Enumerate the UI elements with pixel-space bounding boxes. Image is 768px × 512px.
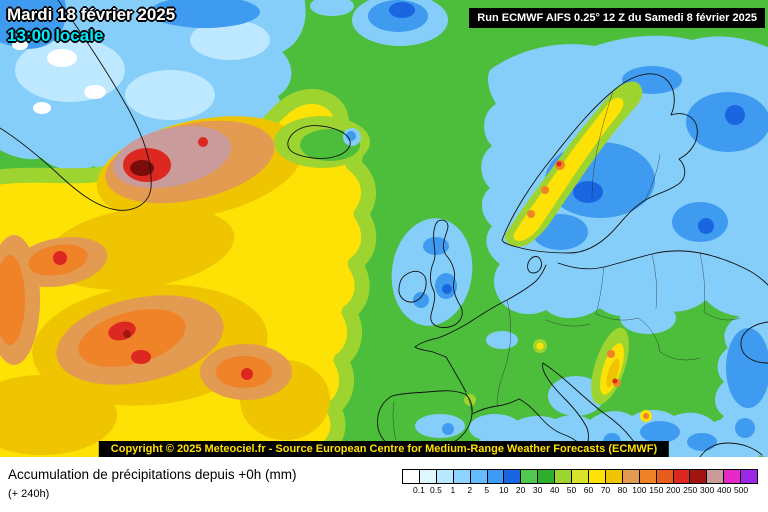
legend-tick: 10: [498, 485, 509, 495]
valid-time: 13:00 locale: [7, 26, 104, 46]
legend-color-segment: [470, 470, 488, 483]
legend-tick: 300: [700, 485, 715, 495]
legend-color-segment: [572, 470, 589, 483]
legend-tick: 150: [649, 485, 664, 495]
legend-color-segment: [707, 470, 725, 483]
legend-tick: 70: [600, 485, 611, 495]
legend-tick-labels: 0.1 0.5 1 2 5 10 20 30 40 50 60 70 80 100 150 200 250 300…: [402, 484, 758, 495]
legend-color-segment: [588, 470, 606, 483]
legend-tick: 2: [467, 485, 473, 495]
legend-tick: 30: [532, 485, 543, 495]
legend-color-segment: [538, 470, 556, 483]
legend-tick: 50: [566, 485, 577, 495]
legend-tick: 0.1: [413, 485, 425, 495]
legend-tick: 500: [733, 485, 749, 495]
legend-tick: 1: [450, 485, 456, 495]
legend-color-segment: [453, 470, 471, 483]
weather-map: [0, 0, 768, 457]
legend-color-segment: [724, 470, 742, 483]
legend-tick: 0.5: [429, 485, 442, 495]
legend-color-segment: [656, 470, 674, 483]
legend-tick: 250: [683, 485, 698, 495]
legend-tick: 40: [549, 485, 560, 495]
legend-tick: 20: [515, 485, 526, 495]
legend-tick: 5: [484, 485, 490, 495]
legend-tick: 60: [583, 485, 594, 495]
precipitation-legend: 0.1 0.5 1 2 5 10 20 30 40 50 60 70 80 100 150 200 250 300…: [402, 469, 758, 495]
legend-color-segment: [504, 470, 522, 483]
legend-tick: 400: [717, 485, 732, 495]
legend-color-segment: [622, 470, 640, 483]
legend-color-segment: [436, 470, 454, 483]
legend-colorbar: [402, 469, 758, 484]
valid-date: Mardi 18 février 2025: [7, 5, 176, 24]
legend-color-segment: [605, 470, 623, 483]
copyright-bar: Copyright © 2025 Meteociel.fr - Source E…: [98, 441, 670, 457]
legend-tick: 80: [617, 485, 628, 495]
map-caption: Accumulation de précipitations depuis +0…: [8, 467, 297, 482]
run-info: Run ECMWF AIFS 0.25° 12 Z du Samedi 8 fé…: [469, 8, 765, 28]
legend-color-segment: [690, 470, 708, 483]
legend-color-segment: [403, 470, 420, 483]
legend-color-segment: [521, 470, 539, 483]
legend-color-segment: [487, 470, 505, 483]
legend-panel: Accumulation de précipitations depuis +0…: [0, 457, 768, 512]
legend-color-segment: [673, 470, 691, 483]
country-borders: [392, 90, 741, 441]
legend-color-segment: [639, 470, 657, 483]
legend-color-segment: [741, 470, 758, 483]
map-caption-sub: (+ 240h): [8, 488, 50, 500]
legend-color-segment: [419, 470, 437, 483]
legend-tick: 200: [666, 485, 681, 495]
map-area: Mardi 18 février 2025 13:00 locale Run E…: [0, 0, 768, 457]
legend-tick: 100: [632, 485, 647, 495]
storm-maximum: [96, 116, 304, 220]
valid-time-block: Mardi 18 février 2025 13:00 locale: [7, 4, 175, 47]
legend-color-segment: [555, 470, 573, 483]
